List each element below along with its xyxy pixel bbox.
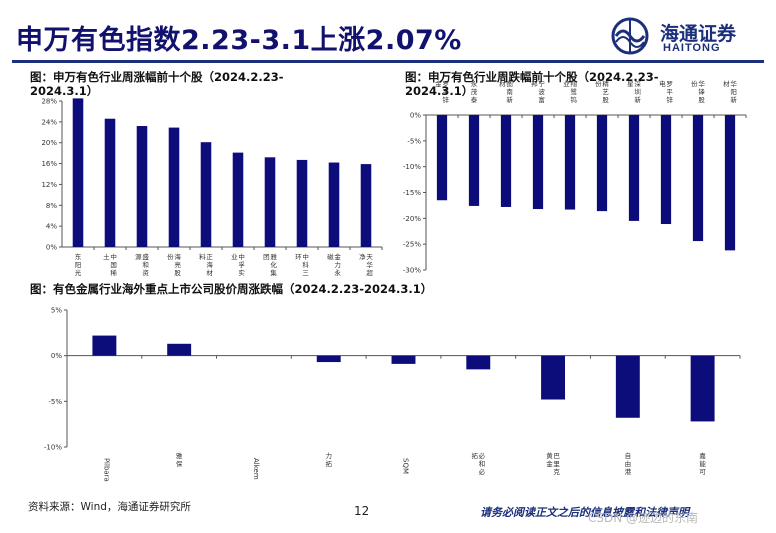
x-category-label: SQM [402, 458, 410, 474]
bar [436, 115, 448, 201]
logo-english-name: HAITONG [663, 42, 721, 54]
page-number: 12 [354, 504, 370, 518]
x-category-label: Pilbara [102, 458, 110, 482]
bar [615, 355, 640, 418]
bar [92, 335, 117, 356]
x-category-label: Alkem [252, 458, 260, 480]
y-tick-label: 5% [51, 307, 62, 315]
page-title: 申万有色指数2.23-3.1上涨2.07% [16, 25, 462, 56]
bar [690, 355, 715, 422]
bar [391, 355, 416, 364]
y-tick-label: -5% [407, 137, 421, 145]
x-category-label: 翔鹭钨业 [563, 79, 577, 104]
x-category-label: 天华超净 [359, 252, 373, 277]
bar [360, 164, 372, 247]
x-category-label: 深圳新星 [627, 79, 641, 104]
x-category-label: 宁波富邦 [531, 79, 545, 104]
y-tick-label: -20% [403, 215, 421, 223]
x-category-label: 雅保 [176, 452, 183, 468]
bar [724, 115, 736, 251]
bar [296, 159, 308, 247]
y-tick-label: -10% [44, 444, 62, 452]
bar [468, 115, 480, 206]
bar [167, 343, 192, 356]
bar [628, 115, 640, 221]
bar [264, 157, 276, 247]
bar [500, 115, 512, 207]
y-tick-label: -15% [403, 189, 421, 197]
chart2-title: 图：申万有色行业周跌幅前十个股（2024.2.23-2024.3.1） [405, 70, 659, 98]
x-category-label: 中国稀土 [103, 252, 117, 277]
y-tick-label: 8% [46, 202, 57, 210]
x-category-label: 自由港 [625, 451, 632, 476]
disclaimer: 请务必阅读正文之后的信息披露和法律声明 [480, 506, 689, 519]
bar [168, 127, 180, 247]
x-category-label: 巴里克黄金 [546, 451, 560, 476]
x-category-label: 中科三环 [295, 252, 309, 277]
x-category-label: 中孚实业 [231, 252, 245, 277]
x-category-label: 海亮股份 [167, 252, 181, 277]
bar [232, 152, 244, 247]
bar [466, 355, 491, 370]
watermark: CSDN @迹边的东南 [588, 511, 699, 525]
bar [660, 115, 672, 225]
x-category-label: 正海材料 [199, 252, 213, 277]
x-category-label: 精艺股份 [595, 79, 609, 104]
x-category-label: 雅化集团 [263, 253, 277, 277]
header-divider [12, 60, 764, 63]
bar [200, 142, 212, 247]
bar [136, 126, 148, 247]
x-category-label: 东阳光 [75, 252, 82, 277]
y-tick-label: 0% [410, 112, 421, 120]
x-category-label: 罗平锌电 [659, 79, 673, 104]
bar [692, 115, 704, 242]
x-category-label: 必和必拓 [471, 451, 485, 476]
x-category-label: 华阳新材 [723, 79, 737, 104]
y-tick-label: 28% [41, 98, 57, 106]
chart3-title: 图：有色金属行业海外重点上市公司股价周涨跌幅（2024.2.23-2024.3.… [30, 282, 433, 296]
y-tick-label: 12% [41, 181, 57, 189]
haitong-emblem-icon [611, 17, 649, 55]
y-tick-label: 0% [51, 352, 62, 360]
x-category-label: 金力永磁 [327, 252, 341, 277]
y-tick-label: 0% [46, 244, 57, 252]
bar [104, 118, 116, 247]
bar [596, 115, 608, 212]
bar [564, 115, 576, 210]
y-tick-label: 24% [41, 118, 57, 126]
x-category-label: 华锋股份 [691, 79, 705, 104]
y-tick-label: 4% [46, 223, 57, 231]
y-tick-label: -25% [403, 241, 421, 249]
x-category-label: 嘉能可 [699, 451, 706, 476]
bar [532, 115, 544, 210]
x-category-label: 图南新材 [499, 79, 513, 104]
y-tick-label: -30% [403, 267, 421, 275]
y-tick-label: -5% [48, 398, 62, 406]
haitong-logo: 海通证券 HAITONG [608, 16, 768, 56]
bar [541, 355, 566, 400]
y-tick-label: -10% [403, 163, 421, 171]
logo-chinese-name: 海通证券 [660, 23, 737, 45]
y-tick-label: 16% [41, 160, 57, 168]
source-note: 资料来源：Wind，海通证券研究所 [28, 501, 191, 513]
chart1-title: 图：申万有色行业周涨幅前十个股（2024.2.23-2024.3.1） [30, 70, 284, 98]
bar [72, 98, 84, 248]
bar [316, 355, 341, 363]
x-category-label: 力拓 [325, 451, 332, 468]
bar [328, 162, 340, 247]
x-category-label: 永茂泰 [471, 79, 478, 104]
y-tick-label: 20% [41, 139, 57, 147]
x-category-label: 罗平锌金 [435, 79, 449, 104]
x-category-label: 盛和资源 [135, 252, 149, 277]
